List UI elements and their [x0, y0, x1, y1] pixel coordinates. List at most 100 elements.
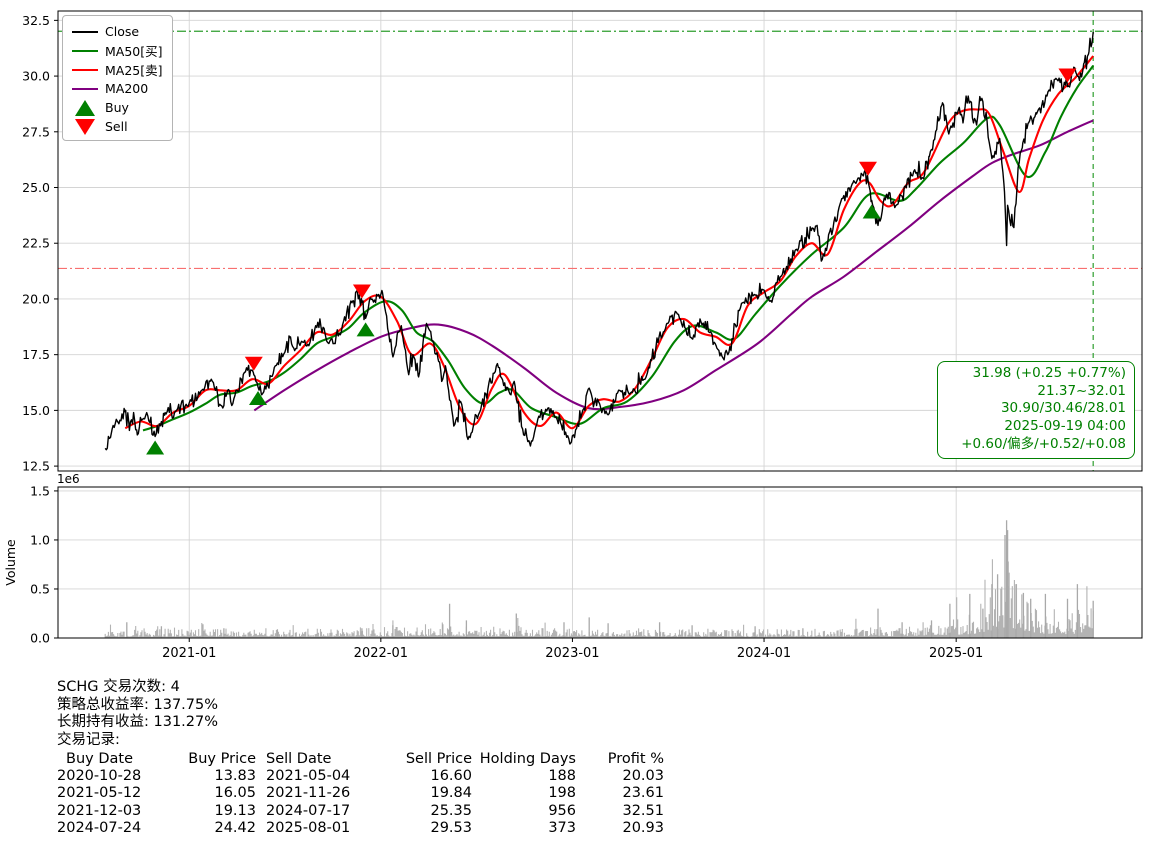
- legend-label: Close: [105, 24, 140, 39]
- legend-item-ma25: MA25[卖]: [72, 60, 168, 79]
- trade-table-cell: 25.35: [430, 802, 472, 819]
- trade-table-cell: 2024-07-17: [266, 802, 351, 819]
- trade-table-row: 2021-12-03 19.13 2024-07-17 25.35 956 32.51: [57, 803, 664, 820]
- sell-marker: [858, 161, 877, 176]
- legend-item-sell: Sell: [72, 117, 168, 136]
- buy-marker: [249, 390, 268, 405]
- trade-table-header: Buy Date: [66, 750, 133, 767]
- trade-table-cell: 19.13: [214, 802, 256, 819]
- buy-triangle-icon: [75, 99, 95, 116]
- legend-label: MA200: [105, 81, 149, 96]
- ma25-line: [124, 55, 1095, 430]
- trade-table-cell: 29.53: [430, 820, 472, 836]
- buy-marker: [862, 204, 881, 219]
- trade-table-cell: 2020-10-28: [57, 768, 142, 785]
- buy-marker: [146, 440, 165, 455]
- annotation-date-line: 2025-09-19 04:00: [1004, 418, 1126, 435]
- price-axes-frame: [57, 10, 1143, 472]
- trade-count-line: SCHG 交易次数: 4: [57, 679, 180, 695]
- price-ytick-label: 22.5: [22, 236, 50, 251]
- legend-item-ma200: MA200: [72, 79, 168, 98]
- volume-spike-bars: [126, 520, 1094, 638]
- trade-table-cell: 32.51: [622, 802, 664, 819]
- legend-item-close: Close: [72, 22, 168, 41]
- volume-axis-title: Volume: [3, 539, 18, 586]
- trade-table-cell: 188: [548, 768, 576, 785]
- trade-table-row: 2020-10-28 13.83 2021-05-04 16.60 188 20.03: [57, 768, 664, 785]
- summary-stats: SCHG 交易次数: 4 策略总收益率: 137.75% 长期持有收益: 131…: [57, 679, 664, 837]
- legend-line-swatch: [72, 68, 98, 71]
- volume-axes-frame: [57, 486, 1143, 639]
- x-tick-label: 2025-01: [929, 646, 983, 661]
- legend-line-swatch: [72, 30, 98, 33]
- x-tick-label: 2021-01: [162, 646, 216, 661]
- close-line: [104, 31, 1094, 451]
- price-annotation: 31.98 (+0.25 +0.77%) 21.37~32.01 30.90/3…: [937, 361, 1135, 459]
- trade-table-header: Holding Days: [479, 750, 576, 767]
- price-volume-chart: 12.5 15.0 17.5 20.0 22.5 25.0 27.5 30.0 32.5 0.0 0…: [3, 10, 1143, 661]
- trade-table-cell: 23.61: [622, 785, 664, 802]
- trade-table-cell: 373: [548, 820, 576, 836]
- trade-table-header: Buy Price: [188, 750, 256, 767]
- price-ytick-label: 17.5: [22, 347, 50, 362]
- trade-table-cell: 2021-12-03: [57, 802, 142, 819]
- trade-table-header: Sell Date: [266, 750, 332, 767]
- legend-marker-swatch: [72, 118, 98, 135]
- trade-table-cell: 20.93: [622, 820, 664, 836]
- trade-table-row: 2021-05-12 16.05 2021-11-26 19.84 198 23.61: [57, 785, 664, 802]
- volume-offset-label: 1e6: [57, 472, 80, 486]
- price-ytick-label: 30.0: [22, 69, 50, 84]
- legend-label: MA25[卖]: [105, 63, 163, 78]
- trade-table-cell: 19.84: [430, 785, 472, 802]
- legend-item-buy: Buy: [72, 98, 168, 117]
- trade-table-cell: 16.60: [430, 768, 472, 785]
- trade-records-label: 交易记录:: [57, 732, 120, 749]
- x-tick-label: 2022-01: [354, 646, 408, 661]
- trade-table-header: Sell Price: [405, 750, 472, 767]
- trade-table-cell: 2025-08-01: [266, 820, 351, 836]
- trade-table-cell: 2021-11-26: [266, 785, 351, 802]
- trade-table-header: Profit %: [607, 750, 664, 767]
- volume-ytick-label: 0.5: [30, 581, 50, 596]
- annotation-range-line: 21.37~32.01: [1037, 382, 1126, 399]
- volume-ytick-label: 0.0: [30, 631, 50, 646]
- ma200-line: [253, 119, 1094, 412]
- sell-marker: [1058, 68, 1077, 83]
- trade-table-cell: 16.05: [214, 785, 256, 802]
- annotation-price-line: 31.98 (+0.25 +0.77%): [972, 365, 1126, 381]
- x-tick-label: 2024-01: [737, 646, 791, 661]
- price-ytick-label: 32.5: [22, 13, 50, 28]
- price-ytick-label: 27.5: [22, 124, 50, 139]
- price-ytick-label: 25.0: [22, 180, 50, 195]
- trade-table-cell: 13.83: [214, 768, 256, 785]
- volume-bars: [104, 559, 1094, 638]
- trade-table-cell: 198: [548, 785, 576, 802]
- sell-marker: [244, 356, 263, 371]
- legend: Close MA50[买] MA25[卖] MA200 Buy Sell: [62, 15, 173, 141]
- legend-label: MA50[买]: [105, 44, 163, 59]
- trade-table-row: 2024-07-24 24.42 2025-08-01 29.53 373 20.93: [57, 820, 664, 837]
- trade-records-table: Buy Date Buy Price Sell Date Sell Price Hold…: [57, 751, 664, 837]
- legend-label: Sell: [105, 119, 128, 134]
- hold-return-line: 长期持有收益: 131.27%: [57, 714, 219, 731]
- trade-table-cell: 956: [548, 802, 576, 819]
- trade-table-cell: 20.03: [622, 768, 664, 785]
- price-ytick-label: 15.0: [22, 403, 50, 418]
- x-tick-label: 2023-01: [545, 646, 599, 661]
- legend-line-swatch: [72, 87, 98, 90]
- annotation-signal-line: +0.60/偏多/+0.52/+0.08: [961, 435, 1126, 452]
- buy-marker: [356, 322, 375, 337]
- trade-table-cell: 2024-07-24: [57, 820, 142, 836]
- legend-line-swatch: [72, 49, 98, 52]
- trade-table-cell: 2021-05-12: [57, 785, 142, 802]
- legend-marker-swatch: [72, 99, 98, 116]
- legend-item-ma50: MA50[买]: [72, 41, 168, 60]
- volume-ytick-label: 1.5: [30, 483, 50, 498]
- sell-marker: [352, 284, 371, 299]
- volume-ytick-label: 1.0: [30, 532, 50, 547]
- sell-triangle-icon: [75, 118, 95, 135]
- legend-label: Buy: [105, 100, 129, 115]
- trade-table-cell: 24.42: [214, 820, 256, 836]
- annotation-ma-line: 30.90/30.46/28.01: [1000, 400, 1126, 417]
- price-ytick-label: 12.5: [22, 459, 50, 474]
